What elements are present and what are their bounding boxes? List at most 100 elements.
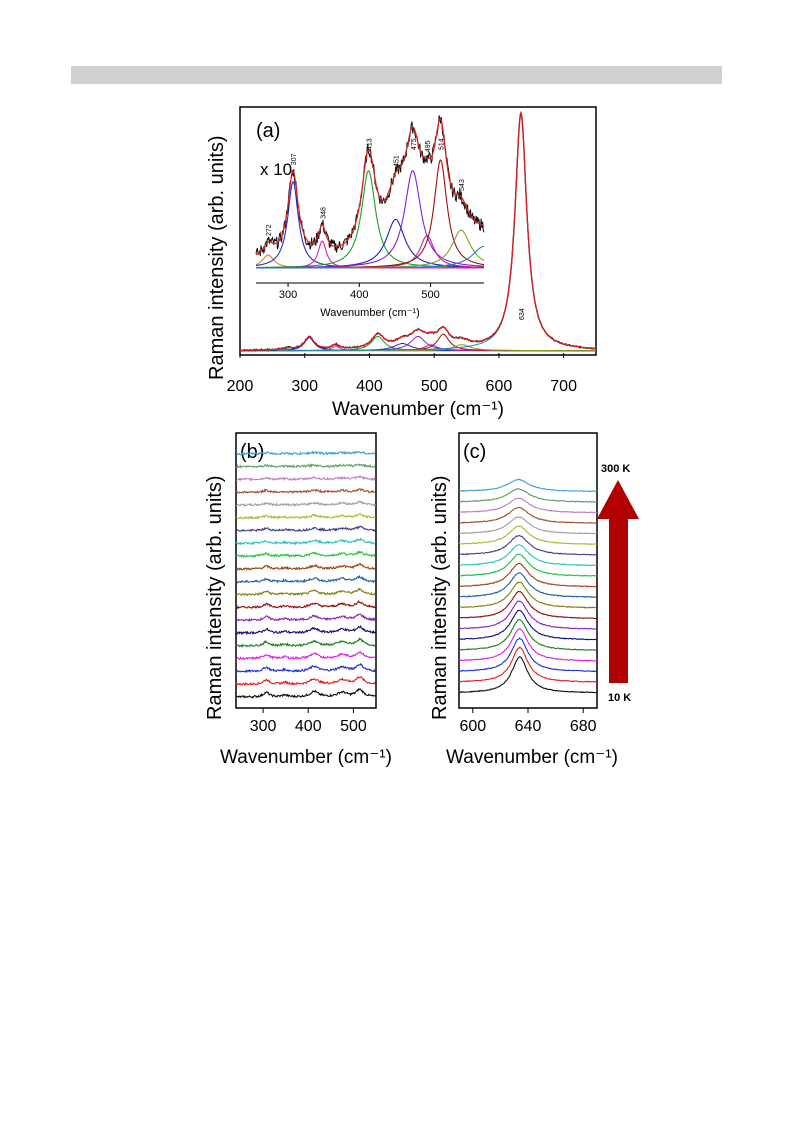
x-tick-label: 640 [515,718,542,735]
inset-peak-label: 272 [266,224,273,236]
inset-x-tick-label: 400 [350,289,368,301]
temperature-trace [235,474,376,482]
x-tick-label: 300 [250,718,277,735]
x-tick-label: 600 [486,378,513,395]
temperature-trace [235,600,376,610]
inset-peak-label: 543 [459,179,466,191]
arrow-top-label: 300 K [601,463,630,475]
panel-c: (c) Raman intensity (arb. units) Wavenum… [429,432,639,768]
panel-b-spectra [235,450,377,699]
panel-b-x-ticks: 300 400 500 [250,708,367,735]
inset-x-ticks: 300 400 500 [256,282,484,301]
panel-c-spectra [458,478,598,694]
temperature-trace [235,512,376,520]
temperature-trace [235,637,377,648]
temperature-trace [458,609,598,641]
temperature-trace [458,637,598,673]
x-tick-label: 400 [295,718,322,735]
temperature-arrow-icon [597,480,639,683]
temperature-trace [235,574,376,584]
temperature-trace [458,618,598,651]
inset-peak-label: 348 [320,207,327,219]
panel-c-xlabel: Wavenumber (cm⁻¹) [446,747,618,768]
panel-c-ylabel: Raman intensity (arb. units) [429,475,451,720]
temperature-trace [458,534,598,556]
inset-peak-label: 495 [425,140,432,152]
temperature-trace [235,624,376,636]
temperature-trace [458,628,598,662]
temperature-trace [458,478,598,493]
x-tick-label: 400 [356,378,383,395]
panel-a-xlabel: Wavenumber (cm⁻¹) [332,399,504,420]
panel-a-label: (a) [256,120,280,142]
temperature-trace [235,537,376,546]
panel-b-ylabel: Raman intensity (arb. units) [204,475,226,720]
temperature-trace [458,656,598,694]
temperature-trace [235,650,376,661]
inset-peak-label: 307 [291,153,298,165]
inset-peak-label: 475 [411,138,418,150]
x-tick-label: 300 [291,378,318,395]
inset-peak-label: 451 [394,155,401,167]
total-fit-line [240,111,597,351]
inset-peak-label: 514 [439,138,446,150]
temperature-trace [235,662,376,674]
panel-c-label: (c) [463,441,486,463]
temperature-trace [235,688,376,699]
inset-x-tick-label: 300 [279,289,297,301]
temperature-trace [458,562,598,588]
temperature-trace [458,590,598,620]
temperature-trace [235,675,376,687]
inset-xlabel: Wavenumber (cm⁻¹) [320,307,420,319]
temperature-trace [458,572,597,599]
panel-b: (b) Raman intensity (arb. units) Wavenum… [204,432,392,768]
temperature-trace [235,550,376,559]
temperature-trace [458,581,598,609]
temperature-trace [458,516,598,535]
temperature-trace [459,600,598,630]
arrow-bottom-label: 10 K [608,692,631,704]
x-tick-label: 600 [459,718,486,735]
x-tick-label: 500 [340,718,367,735]
x-tick-label: 700 [550,378,577,395]
temperature-trace [458,646,598,683]
temperature-trace [458,544,598,567]
temperature-trace [458,497,598,514]
temperature-trace [235,500,377,508]
panel-a-spectra [239,110,597,352]
inset-fit-line [255,118,485,256]
panel-c-x-ticks: 600 640 680 [459,708,597,735]
temperature-trace [458,506,598,525]
panel-c-frame [458,432,598,709]
temperature-trace [458,487,598,503]
panel-a-frame [239,106,597,356]
header-bar [71,66,722,84]
panel-b-xlabel: Wavenumber (cm⁻¹) [220,747,392,768]
temperature-trace [236,450,376,457]
temperature-trace [235,488,376,495]
inset-scale-label: x 10 [260,160,292,179]
inset-spectra [255,115,485,269]
temperature-trace [235,525,376,533]
panel-a-x-ticks: 200 300 400 500 600 700 [227,353,577,395]
temperature-trace [458,525,598,545]
x-tick-label: 680 [570,718,597,735]
temperature-trace [235,562,376,571]
panel-b-frame [235,432,377,709]
inset-component-line [256,170,484,269]
temperature-trace [235,463,376,469]
inset-component-line [256,218,484,269]
inset-component-line [256,245,485,269]
panel-a-ylabel: Raman intensity (arb. units) [206,135,228,380]
temperature-trace [235,587,376,597]
inset-component-line [256,229,485,269]
x-tick-label: 200 [227,378,254,395]
inset-x-tick-label: 500 [421,289,439,301]
inset-peak-labels: 272 307 348 413 451 475 495 514 543 [266,138,466,236]
panel-b-label: (b) [240,441,264,463]
temperature-trace [236,613,376,623]
temperature-trace [458,553,598,577]
x-tick-label: 500 [421,378,448,395]
panel-a: (a) x 10 Raman intensity (arb. units) Wa… [206,106,597,420]
main-peak-label: 634 [519,308,526,320]
